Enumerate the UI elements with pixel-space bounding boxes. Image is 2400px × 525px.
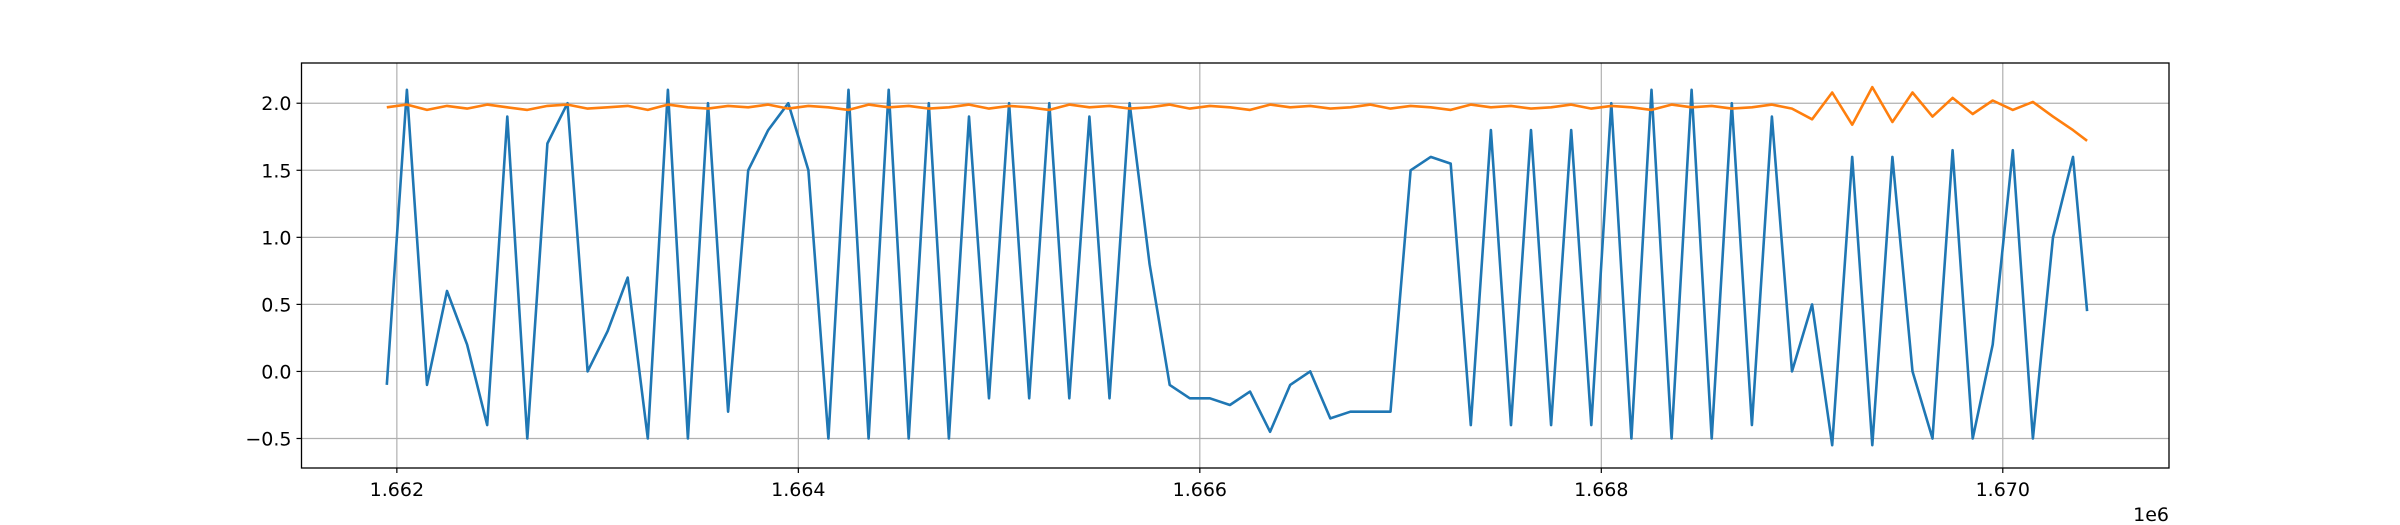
series-line (385, 88, 2089, 447)
y-tick-label: 1.5 (261, 160, 291, 182)
x-tick-label: 1.664 (771, 479, 825, 501)
y-tick-label: 1.0 (261, 227, 291, 249)
x-tick-label: 1.668 (1574, 479, 1628, 501)
series-line (386, 85, 2088, 142)
x-tick-label: 1.662 (370, 479, 424, 501)
x-offset-label: 1e6 (2133, 504, 2169, 525)
ticks: −0.5 0.0 0.5 1.0 1.5 2.0 1.662 1.664 1.666 1.668 1… (245, 93, 2030, 501)
y-tick-label: 2.0 (261, 93, 291, 115)
x-tick-label: 1.666 (1173, 479, 1227, 501)
plot-area (385, 85, 2089, 447)
y-tick-label: −0.5 (245, 428, 291, 450)
y-tick-label: 0.0 (261, 361, 291, 383)
axes-frame (300, 62, 2170, 469)
y-tick-label: 0.5 (261, 294, 291, 316)
x-tick-label: 1.670 (1976, 479, 2030, 501)
